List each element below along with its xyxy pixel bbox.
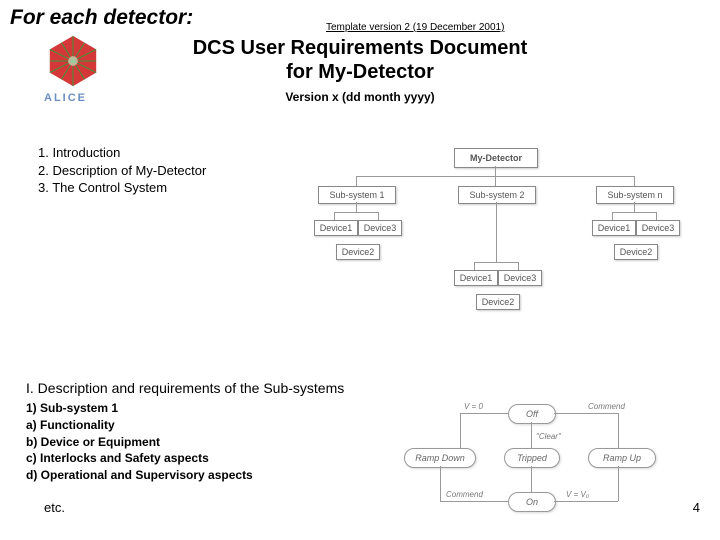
diagram-node-d1a: Device1	[314, 220, 358, 236]
diagram-node-top: My-Detector	[454, 148, 538, 168]
template-version: Template version 2 (19 December 2001)	[326, 22, 504, 33]
document-version: Version x (dd month yyyy)	[0, 90, 720, 104]
state-ramp-down: Ramp Down	[404, 448, 476, 468]
diagram-node-d2a: Device2	[336, 244, 380, 260]
diagram-node-d3a: Device3	[358, 220, 402, 236]
list-item: 1) Sub-system 1	[26, 400, 253, 417]
diagram-node-d3b: Device3	[636, 220, 680, 236]
state-label-cmd: Commend	[588, 402, 625, 411]
document-title-line1: DCS User Requirements Document	[193, 37, 528, 59]
toc-item-1: 1. Introduction	[38, 144, 206, 162]
diagram-node-d1b: Device1	[592, 220, 636, 236]
toc-item-3: 3. The Control System	[38, 179, 206, 197]
state-label-clr: "Clear"	[536, 432, 561, 441]
toc-item-2: 2. Description of My-Detector	[38, 162, 206, 180]
list-item: b) Device or Equipment	[26, 434, 253, 451]
diagram-node-d2c: Device2	[476, 294, 520, 310]
diagram-node-d3c: Device3	[498, 270, 542, 286]
requirements-list: 1) Sub-system 1 a) Functionality b) Devi…	[26, 400, 253, 484]
list-item: a) Functionality	[26, 417, 253, 434]
table-of-contents: 1. Introduction 2. Description of My-Det…	[38, 144, 206, 197]
list-item: d) Operational and Supervisory aspects	[26, 467, 253, 484]
state-tripped: Tripped	[504, 448, 560, 468]
state-label-cmd2: Commend	[446, 490, 483, 499]
hierarchy-diagram: My-Detector Sub-system 1 Sub-system 2 Su…	[314, 148, 676, 348]
diagram-node-d2b: Device2	[614, 244, 658, 260]
page-number: 4	[693, 500, 700, 515]
document-title-line2: for My-Detector	[286, 61, 434, 83]
diagram-node-ss2: Sub-system 2	[458, 186, 536, 204]
slide-header: For each detector:	[10, 6, 193, 30]
state-off: Off	[508, 404, 556, 424]
state-ramp-up: Ramp Up	[588, 448, 656, 468]
state-on: On	[508, 492, 556, 512]
diagram-node-ssn: Sub-system n	[596, 186, 674, 204]
state-label-vv: V = V₀	[566, 490, 589, 499]
list-item: c) Interlocks and Safety aspects	[26, 450, 253, 467]
document-title: DCS User Requirements Document for My-De…	[0, 36, 720, 84]
section-heading: I. Description and requirements of the S…	[26, 380, 344, 396]
diagram-node-d1c: Device1	[454, 270, 498, 286]
state-diagram: Off Ramp Down Tripped Ramp Up On V = 0 C…	[400, 404, 680, 514]
diagram-node-ss1: Sub-system 1	[318, 186, 396, 204]
state-label-v0: V = 0	[464, 402, 483, 411]
etc-text: etc.	[44, 500, 65, 515]
